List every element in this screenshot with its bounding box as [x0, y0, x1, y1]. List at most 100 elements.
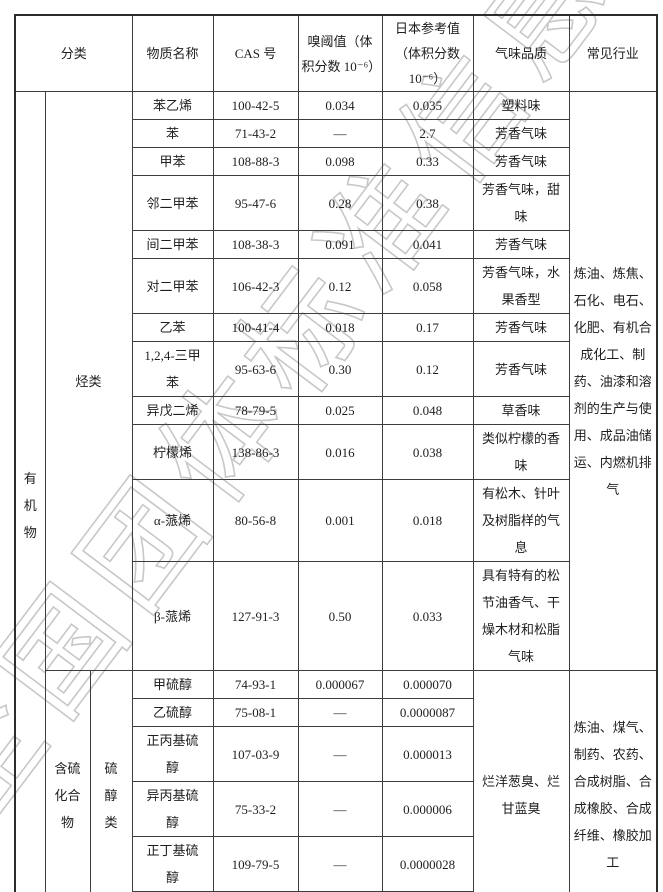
odor-threshold-cell: 0.001: [297, 479, 383, 562]
table-row: 含硫 化合 物 硫 醇 类 甲硫醇 74-93-1 0.000067 0.000…: [15, 670, 658, 892]
cas-number-cell: 75-33-2: [212, 781, 299, 837]
japan-reference-cell: 0.000013: [381, 726, 474, 782]
odor-threshold-cell: 0.50: [297, 561, 383, 671]
cas-number-cell: 127-91-3: [212, 561, 299, 671]
odor-quality-cell: 芳香气味: [472, 341, 570, 397]
cas-number-cell: 95-63-6: [212, 341, 299, 397]
odor-quality-cell: 有松木、针叶及树脂样的气息: [472, 479, 570, 562]
cas-number-cell: 106-42-3: [212, 258, 299, 314]
table-row: α-蒎烯 80-56-8 0.001 0.018 有松木、针叶及树脂样的气息: [15, 479, 657, 562]
odor-quality-cell: 芳香气味，甜味: [472, 175, 570, 231]
cas-number-cell: 107-03-9: [212, 726, 299, 782]
cas-number-cell: 100-42-5: [212, 91, 299, 120]
odor-quality-cell: 芳香气味: [472, 230, 570, 259]
odor-threshold-cell: —: [297, 119, 383, 148]
cas-number-cell: 95-47-6: [212, 175, 299, 231]
table-row: 有 机 物 烃类 苯乙烯 100-42-5 0.034 0.035 塑料味 炼油…: [14, 91, 658, 892]
table-row: 1,2,4-三甲苯 95-63-6 0.30 0.12 芳香气味: [15, 341, 657, 397]
japan-reference-cell: 0.12: [381, 341, 474, 397]
japan-reference-cell: 0.038: [381, 424, 474, 480]
odor-threshold-cell: —: [297, 781, 383, 837]
japan-reference-cell: 0.0000087: [381, 698, 474, 727]
japan-reference-cell: 0.035: [381, 91, 474, 120]
japan-reference-cell: 0.033: [381, 561, 474, 671]
japan-reference-cell: 0.0000028: [381, 836, 474, 892]
header-odor-quality: 气味品质: [472, 14, 570, 92]
cas-number-cell: 80-56-8: [212, 479, 299, 562]
japan-reference-cell: 0.33: [381, 147, 474, 176]
japan-reference-cell: 0.048: [381, 396, 474, 425]
table-row: 苯 71-43-2 — 2.7 芳香气味: [15, 119, 657, 148]
odor-threshold-cell: 0.016: [297, 424, 383, 480]
cas-number-cell: 75-08-1: [212, 698, 299, 727]
header-japan-reference: 日本参考值 （体积分数 10⁻⁶）: [381, 14, 474, 92]
japan-reference-cell: 0.018: [381, 479, 474, 562]
cas-number-cell: 108-38-3: [212, 230, 299, 259]
odor-threshold-cell: 0.034: [297, 91, 383, 120]
substance-name-cell: 异丙基硫醇: [131, 781, 214, 837]
odor-quality-cell: 芳香气味: [472, 147, 570, 176]
substance-name-cell: 正丁基硫醇: [131, 836, 214, 892]
cas-number-cell: 109-79-5: [212, 836, 299, 892]
substance-name-cell: 乙硫醇: [131, 698, 214, 727]
substance-name-cell: 邻二甲苯: [131, 175, 214, 231]
odor-quality-cell: 草香味: [472, 396, 570, 425]
odor-quality-thiols-cell: 烂洋葱臭、烂甘蓝臭: [472, 670, 570, 892]
substance-name-cell: 柠檬烯: [131, 424, 214, 480]
odor-quality-cell: 芳香气味: [472, 313, 570, 342]
group-hydrocarbons-cell: 烃类: [44, 91, 133, 671]
substance-name-cell: 正丙基硫醇: [131, 726, 214, 782]
substance-name-cell: 苯: [131, 119, 214, 148]
header-common-industry: 常见行业: [568, 14, 658, 92]
substance-name-cell: 乙苯: [131, 313, 214, 342]
industry-thiols-cell: 炼油、煤气、制药、农药、合成树脂、合成橡胶、合成纤维、橡胶加工: [568, 670, 658, 892]
table-header-row: 分类 物质名称 CAS 号 嗅阈值（体 积分数 10⁻⁶） 日本参考值 （体积分…: [14, 14, 658, 92]
substance-name-cell: β-蒎烯: [131, 561, 214, 671]
japan-reference-cell: 0.17: [381, 313, 474, 342]
substance-name-cell: 苯乙烯: [131, 91, 214, 120]
group-sulfur-compounds-cell: 含硫 化合 物: [44, 670, 91, 892]
cas-number-cell: 71-43-2: [212, 119, 299, 148]
odor-threshold-cell: —: [297, 698, 383, 727]
group-organic-cell: 有 机 物: [14, 91, 46, 892]
odor-threshold-cell: 0.098: [297, 147, 383, 176]
japan-reference-cell: 0.058: [381, 258, 474, 314]
table-row: 邻二甲苯 95-47-6 0.28 0.38 芳香气味，甜味: [15, 175, 657, 231]
odor-threshold-cell: —: [297, 836, 383, 892]
odor-threshold-cell: 0.025: [297, 396, 383, 425]
substance-name-cell: α-蒎烯: [131, 479, 214, 562]
substance-name-cell: 异戊二烯: [131, 396, 214, 425]
odor-quality-cell: 具有特有的松节油香气、干燥木材和松脂气味: [472, 561, 570, 671]
odor-threshold-cell: 0.12: [297, 258, 383, 314]
cas-number-cell: 100-41-4: [212, 313, 299, 342]
japan-reference-cell: 0.38: [381, 175, 474, 231]
table-row: 异丙基硫醇 75-33-2 — 0.000006: [15, 781, 657, 837]
odor-substance-table: 分类 物质名称 CAS 号 嗅阈值（体 积分数 10⁻⁶） 日本参考值 （体积分…: [14, 14, 658, 892]
industry-hydrocarbons-cell: 炼油、炼焦、石化、电石、化肥、有机合成化工、制药、油漆和溶剂的生产与使用、成品油…: [568, 91, 658, 671]
table-row: 甲苯 108-88-3 0.098 0.33 芳香气味: [15, 147, 657, 176]
table-row: β-蒎烯 127-91-3 0.50 0.033 具有特有的松节油香气、干燥木材…: [15, 561, 657, 671]
header-category: 分类: [14, 14, 133, 92]
japan-reference-cell: 0.041: [381, 230, 474, 259]
header-substance-name: 物质名称: [131, 14, 214, 92]
table-row: 正丁基硫醇 109-79-5 — 0.0000028: [15, 836, 657, 892]
cas-number-cell: 108-88-3: [212, 147, 299, 176]
odor-quality-cell: 塑料味: [472, 91, 570, 120]
substance-name-cell: 1,2,4-三甲苯: [131, 341, 214, 397]
odor-threshold-cell: 0.30: [297, 341, 383, 397]
odor-quality-cell: 芳香气味，水果香型: [472, 258, 570, 314]
substance-name-cell: 甲苯: [131, 147, 214, 176]
substance-name-cell: 间二甲苯: [131, 230, 214, 259]
odor-threshold-cell: —: [297, 726, 383, 782]
group-thiols-cell: 硫 醇 类: [89, 670, 133, 892]
substance-name-cell: 对二甲苯: [131, 258, 214, 314]
odor-quality-cell: 芳香气味: [472, 119, 570, 148]
odor-threshold-cell: 0.28: [297, 175, 383, 231]
cas-number-cell: 138-86-3: [212, 424, 299, 480]
japan-reference-cell: 0.000006: [381, 781, 474, 837]
cas-number-cell: 78-79-5: [212, 396, 299, 425]
japan-reference-cell: 0.000070: [381, 670, 474, 699]
odor-threshold-cell: 0.000067: [297, 670, 383, 699]
cas-number-cell: 74-93-1: [212, 670, 299, 699]
header-odor-threshold: 嗅阈值（体 积分数 10⁻⁶）: [297, 14, 383, 92]
